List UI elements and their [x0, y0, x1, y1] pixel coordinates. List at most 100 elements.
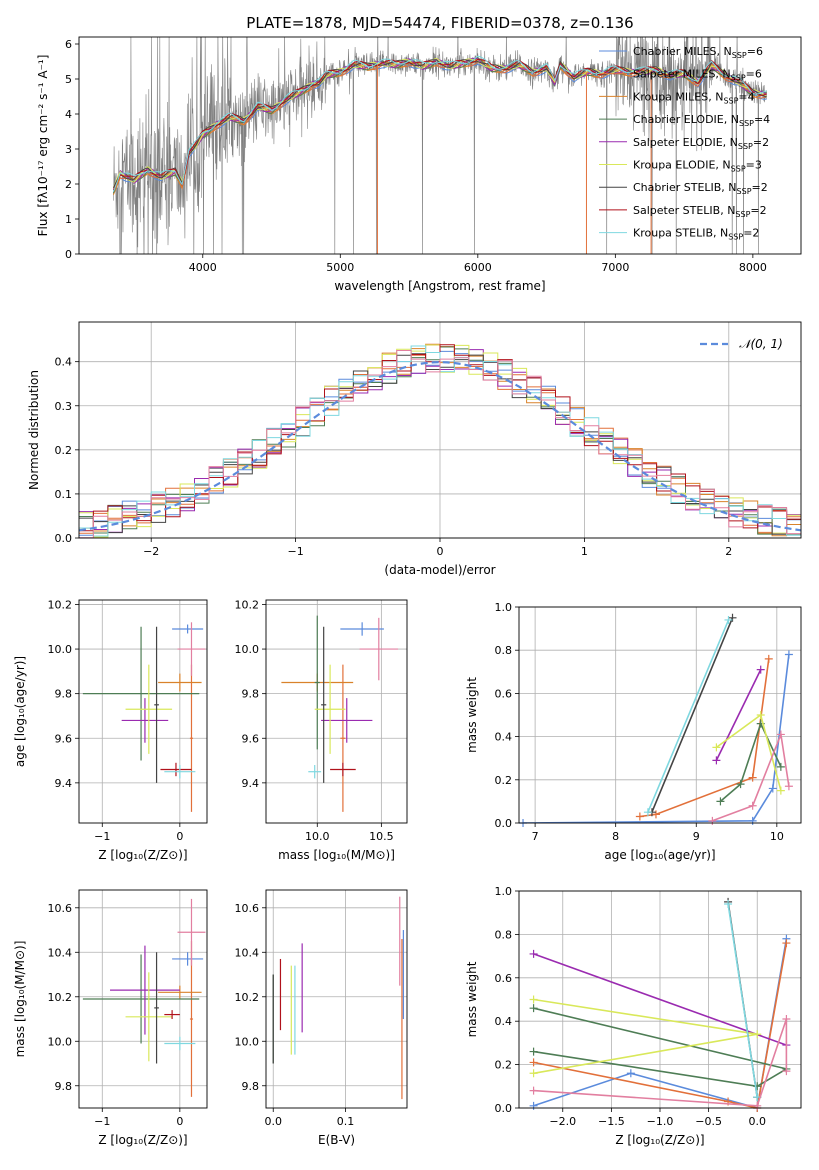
residuals-xtick-label: −1 — [287, 545, 303, 558]
mass-vs-z-errorbar — [164, 1010, 180, 1020]
mass-vs-z-errorbar — [82, 954, 200, 1044]
weight-vs-z-xlabel: Z [log₁₀(Z/Z⊙)] — [615, 1133, 704, 1147]
mass-vs-z-errorbar — [172, 952, 204, 966]
weight-vs-z-marker — [626, 1069, 635, 1078]
weight-vs-z-frame — [518, 890, 802, 1109]
age-vs-z-ytick-label: 9.4 — [55, 777, 73, 790]
weight-vs-age-marker — [724, 615, 733, 624]
weight-vs-age-xtick-label: 10 — [770, 830, 784, 843]
age-vs-mass-ytick-label: 9.4 — [242, 777, 260, 790]
spectrum-title: PLATE=1878, MJD=54474, FIBERID=0378, z=0… — [246, 14, 633, 32]
weight-vs-age-marker — [643, 808, 652, 817]
spectrum-xtick-label: 8000 — [739, 261, 767, 274]
weight-vs-age-marker — [651, 810, 660, 819]
age-vs-z-errorbar — [172, 624, 204, 634]
weight-vs-z-ytick-label: 0.6 — [495, 972, 513, 985]
residuals-ylabel: Normed distribution — [27, 370, 41, 490]
spectrum-axes: 4000 5000 6000 7000 8000 0 1 2 3 4 5 6 wavelength [A… — [36, 38, 767, 293]
spectrum-ytick-label: 2 — [65, 178, 72, 191]
weight-vs-age-marker — [728, 613, 737, 622]
weight-vs-age-marker — [716, 797, 725, 806]
gaussian-legend-label: 𝒩(0, 1) — [739, 337, 783, 351]
spectrum-model-line — [112, 59, 767, 189]
weight-vs-age-line — [719, 721, 782, 803]
residuals-ytick-label: 0.0 — [55, 532, 73, 545]
weight-vs-z-line — [727, 903, 758, 1098]
spectrum-legend-label: Salpeter MILES, NSSP=6 — [633, 68, 762, 83]
weight-vs-z-marker — [529, 1069, 538, 1078]
weight-vs-z-marker — [529, 1101, 538, 1110]
mass-vs-z-ytick-label: 10.0 — [48, 1035, 73, 1048]
weight-vs-z-xtick-label: −1.0 — [647, 1115, 674, 1128]
age-vs-mass-errorbar — [314, 615, 320, 750]
mass-vs-z-xlabel: Z [log₁₀(Z/Z⊙)] — [98, 1133, 187, 1147]
spectrum-ytick-label: 0 — [65, 248, 72, 261]
age-vs-mass-errorbar — [308, 765, 322, 779]
spectrum-frame — [78, 36, 802, 255]
mass-vs-ebv-axes: 0.0 0.1 9.8 10.0 10.2 10.4 10.6 E(B-V) — [235, 890, 407, 1147]
weight-vs-z-xtick-label: 0.0 — [748, 1115, 766, 1128]
age-vs-z-ytick-label: 10.0 — [48, 643, 73, 656]
residuals-frame — [78, 321, 802, 539]
weight-vs-z-line — [533, 1018, 788, 1107]
weight-vs-z-marker — [753, 1030, 762, 1039]
spectrum-xlabel: wavelength [Angstrom, rest frame] — [334, 279, 545, 293]
weight-vs-age-marker — [756, 665, 765, 674]
weight-vs-z-ylabel: mass weight — [465, 961, 479, 1037]
weight-vs-age-marker — [784, 650, 793, 659]
weight-vs-age-line — [715, 669, 762, 761]
spectrum-ytick-label: 5 — [65, 73, 72, 86]
spectrum-legend: Chabrier MILES, NSSP=6 Salpeter MILES, NS… — [599, 45, 770, 242]
weight-vs-age-axes: 7 8 9 10 0.0 0.2 0.4 0.6 0.8 1.0 age [log₁₀(age/yr… — [465, 601, 801, 862]
weight-vs-z-xtick-label: −1.5 — [598, 1115, 625, 1128]
weight-vs-age-marker — [708, 816, 717, 825]
weight-vs-z-marker — [782, 939, 791, 948]
weight-vs-age-ytick-label: 1.0 — [495, 601, 513, 614]
age-vs-z-xtick-label: 0 — [176, 830, 183, 843]
weight-vs-z-xtick-label: −0.5 — [695, 1115, 722, 1128]
weight-vs-z-ytick-label: 1.0 — [495, 885, 513, 898]
weight-vs-age-marker — [712, 756, 721, 765]
weight-vs-age-xlabel: age [log₁₀(age/yr)] — [604, 848, 715, 862]
gaussian-curve — [79, 360, 801, 532]
mass-vs-z-errorbar — [125, 972, 173, 1062]
mass-vs-z-errorbar — [158, 985, 202, 999]
age-vs-mass-frame — [265, 599, 408, 824]
weight-vs-age-ytick-label: 0.0 — [495, 817, 513, 830]
weight-vs-age-marker — [776, 762, 785, 771]
weight-vs-z-marker — [529, 995, 538, 1004]
weight-vs-z-line — [533, 1007, 789, 1088]
spectrum-model-line — [112, 58, 767, 191]
weight-vs-z-line — [533, 953, 787, 1046]
mass-vs-ebv-xlabel: E(B-V) — [318, 1133, 355, 1147]
mass-vs-ebv-ytick-label: 9.8 — [242, 1080, 260, 1093]
age-vs-z-ylabel: age [log₁₀(age/yr)] — [13, 656, 27, 767]
mass-vs-ebv-ytick-label: 10.6 — [235, 902, 260, 915]
mass-vs-z-xtick-label: 0 — [176, 1115, 183, 1128]
weight-vs-z-marker — [782, 1067, 791, 1076]
spectrum-ytick-label: 4 — [65, 108, 72, 121]
weight-vs-z-marker — [529, 1004, 538, 1013]
spectrum-ytick-label: 1 — [65, 213, 72, 226]
mass-vs-z-errorbar — [154, 952, 159, 1064]
weight-vs-age-line — [647, 619, 730, 813]
age-vs-z-ytick-label: 9.8 — [55, 688, 73, 701]
residual-histogram — [79, 350, 801, 538]
mass-vs-z-errorbar — [189, 941, 194, 1097]
mass-vs-ebv-frame — [265, 889, 408, 1109]
spectrum-xtick-label: 7000 — [601, 261, 629, 274]
weight-vs-z-marker — [724, 900, 733, 909]
spectrum-ylabel: Flux [fλ10⁻¹⁷ erg cm⁻² s⁻¹ A⁻¹] — [36, 55, 50, 237]
weight-vs-z-ytick-label: 0.8 — [495, 928, 513, 941]
weight-vs-age-ytick-label: 0.2 — [495, 774, 513, 787]
weight-vs-z-ytick-label: 0.2 — [495, 1059, 513, 1072]
age-vs-mass-ytick-label: 9.8 — [242, 688, 260, 701]
age-vs-z-errorbar — [164, 765, 196, 779]
age-vs-z-errorbar — [158, 673, 202, 692]
age-vs-z-ytick-label: 9.6 — [55, 732, 73, 745]
age-vs-z-errorbar — [177, 622, 206, 676]
age-vs-mass-errorbar — [330, 762, 356, 777]
age-vs-mass-xtick-label: 10.0 — [305, 830, 330, 843]
weight-vs-age-marker — [712, 743, 721, 752]
